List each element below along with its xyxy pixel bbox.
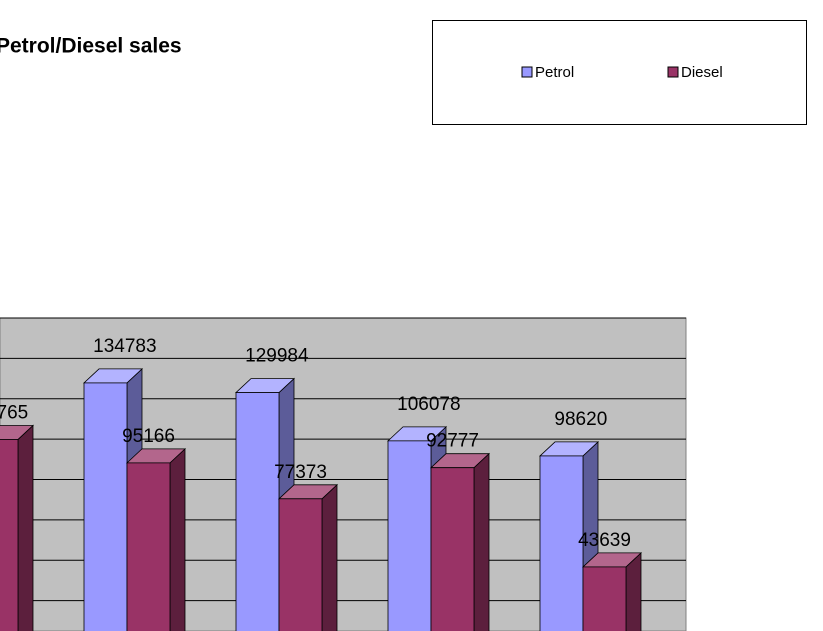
chart-title: Petrol/Diesel sales: [0, 35, 182, 58]
bar-front: [235, 392, 280, 631]
data-label: 98620: [554, 409, 607, 430]
bar-front: [430, 467, 475, 631]
data-label: 106078: [397, 394, 460, 415]
plot-area: 134783 129984 106078 98620 106765 95166 77373 9…: [0, 317, 687, 631]
bar: [277, 483, 339, 631]
bar: [125, 447, 187, 631]
legend-box: [432, 20, 807, 125]
bar-front: [278, 498, 323, 631]
data-label: 106765: [0, 402, 28, 423]
bar-front: [539, 455, 584, 631]
data-label: 95166: [122, 426, 175, 447]
bar-front: [83, 382, 128, 631]
bar-side: [17, 424, 34, 631]
bar-front: [582, 566, 627, 631]
bar-side: [169, 447, 186, 631]
data-label: 77373: [274, 462, 327, 483]
bar-front: [0, 439, 19, 631]
data-label: 134783: [93, 336, 156, 357]
legend-swatch: [667, 66, 679, 78]
bar: [0, 424, 35, 631]
legend-label: Petrol: [535, 64, 574, 81]
bar-front: [387, 440, 432, 631]
data-label: 92777: [426, 431, 479, 452]
bar-front: [126, 462, 171, 631]
data-label: 43639: [578, 530, 631, 551]
legend-swatch: [521, 66, 533, 78]
bar: [581, 551, 643, 631]
bar-side: [473, 452, 490, 631]
bar-side: [321, 483, 338, 631]
data-label: 129984: [245, 346, 309, 367]
legend-label: Diesel: [681, 64, 723, 81]
bar: [429, 452, 491, 631]
